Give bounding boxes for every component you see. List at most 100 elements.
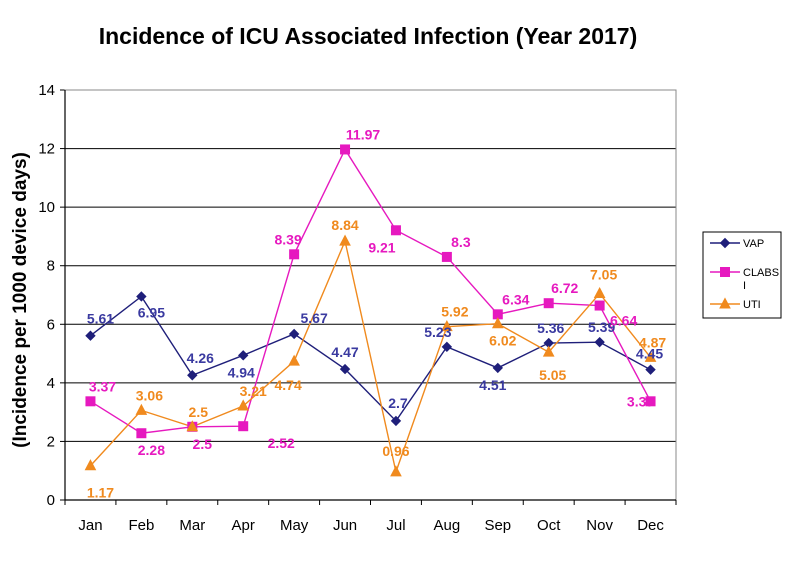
uti-point bbox=[390, 465, 402, 477]
vap-point bbox=[339, 363, 351, 375]
vap-data-label: 5.36 bbox=[537, 320, 564, 336]
y-tick-labels: 0 2 4 6 8 10 12 14 bbox=[38, 82, 55, 509]
vap-point bbox=[390, 415, 402, 427]
uti-data-label: 7.05 bbox=[590, 267, 617, 283]
vap-data-label: 5.39 bbox=[588, 319, 615, 335]
vap-point bbox=[441, 341, 453, 353]
clabsi-point bbox=[390, 225, 401, 236]
uti-data-label: 4.87 bbox=[639, 334, 666, 350]
uti-data-label: 0.96 bbox=[382, 443, 409, 459]
clabsi-point bbox=[594, 300, 605, 311]
vap-data-label: 4.45 bbox=[636, 346, 663, 362]
x-tick-label: Mar bbox=[179, 517, 205, 534]
uti-data-label: 5.05 bbox=[539, 367, 566, 383]
legend-label-uti: UTI bbox=[743, 299, 761, 311]
clabsi-data-label: 3.37 bbox=[89, 378, 116, 394]
y-axis-label: (Incidence per 1000 device days) bbox=[10, 152, 31, 448]
x-tick-label: Jan bbox=[78, 517, 102, 534]
clabsi-point bbox=[85, 396, 96, 407]
x-tick-label: Jul bbox=[386, 517, 405, 534]
vap-data-label: 4.51 bbox=[479, 377, 506, 393]
clabsi-point bbox=[543, 298, 554, 309]
clabsi-point bbox=[136, 428, 147, 439]
uti-data-label: 2.5 bbox=[189, 404, 209, 420]
data-labels: 5.61 6.95 4.26 4.94 5.67 4.47 2.7 5.23 4.51 5.36 5… bbox=[87, 126, 667, 500]
legend-marker-clabsi bbox=[720, 267, 730, 277]
plot-area-border bbox=[64, 89, 677, 501]
clabsi-data-label: 6.34 bbox=[502, 291, 529, 307]
axes bbox=[60, 89, 677, 505]
y-tick-label: 8 bbox=[47, 258, 55, 275]
x-tick-label: Nov bbox=[586, 517, 613, 534]
vap-point bbox=[85, 330, 96, 341]
clabsi-data-label: 9.21 bbox=[368, 239, 395, 255]
vap-point bbox=[645, 364, 656, 375]
clabsi-data-label: 11.97 bbox=[346, 126, 380, 142]
legend-marker-vap bbox=[719, 237, 731, 249]
uti-point bbox=[186, 420, 199, 432]
uti-data-label: 1.17 bbox=[87, 485, 114, 501]
clabsi-data-label: 3.37 bbox=[627, 393, 654, 409]
x-tick-labels: Jan Feb Mar Apr May Jun Jul Aug Sep Oct Nov Dec bbox=[78, 517, 664, 534]
x-tick-label: Dec bbox=[637, 517, 664, 534]
uti-point bbox=[84, 459, 97, 471]
uti-point bbox=[491, 317, 504, 329]
chart-title: Incidence of ICU Associated Infection (Y… bbox=[99, 23, 638, 49]
vap-data-label: 5.61 bbox=[87, 311, 114, 327]
series-markers bbox=[84, 144, 657, 477]
uti-data-label: 6.02 bbox=[489, 333, 516, 349]
legend-label-clabsi: I bbox=[743, 280, 746, 292]
vap-point bbox=[492, 362, 503, 374]
y-tick-label: 10 bbox=[38, 199, 55, 216]
series-lines bbox=[89, 148, 652, 475]
clabsi-point bbox=[238, 421, 249, 432]
clabsi-data-label: 6.64 bbox=[610, 313, 637, 329]
x-tick-label: Feb bbox=[128, 517, 154, 534]
clabsi-data-label: 2.5 bbox=[193, 436, 213, 452]
uti-point bbox=[593, 286, 606, 299]
uti-point bbox=[339, 234, 351, 246]
vap-point bbox=[187, 370, 198, 381]
clabsi-point bbox=[441, 251, 452, 262]
uti-data-label: 8.84 bbox=[331, 217, 358, 233]
y-tick-label: 12 bbox=[38, 141, 55, 158]
vap-point bbox=[238, 350, 249, 361]
clabsi-data-label: 6.72 bbox=[551, 280, 578, 296]
y-tick-label: 6 bbox=[47, 316, 55, 333]
vap-data-label: 4.26 bbox=[187, 350, 214, 366]
uti-point bbox=[135, 403, 148, 415]
clabsi-point bbox=[645, 396, 656, 407]
uti-point bbox=[644, 350, 657, 362]
vap-point bbox=[594, 336, 605, 348]
y-tick-label: 0 bbox=[47, 492, 55, 509]
x-tick-label: Oct bbox=[537, 517, 561, 534]
uti-point bbox=[441, 320, 453, 332]
y-tick-label: 14 bbox=[38, 82, 55, 99]
clabsi-data-label: 8.3 bbox=[451, 234, 471, 250]
vap-point bbox=[288, 328, 300, 340]
uti-data-label: 5.92 bbox=[441, 304, 468, 320]
x-tick-label: Jun bbox=[333, 517, 357, 534]
y-tick-label: 4 bbox=[47, 375, 55, 392]
x-tick-label: Aug bbox=[434, 517, 461, 534]
vap-data-label: 2.7 bbox=[388, 395, 408, 411]
uti-data-label: 4.74 bbox=[275, 377, 302, 393]
series-line-clabsi bbox=[90, 148, 652, 434]
vap-point bbox=[136, 291, 147, 302]
vap-data-label: 5.67 bbox=[301, 310, 328, 326]
uti-data-label: 3.21 bbox=[240, 383, 267, 399]
clabsi-point bbox=[340, 144, 351, 155]
clabsi-data-label: 2.28 bbox=[138, 442, 165, 458]
legend-label-vap: VAP bbox=[743, 238, 764, 250]
uti-point bbox=[237, 399, 250, 411]
vap-data-label: 4.47 bbox=[331, 344, 358, 360]
clabsi-data-label: 8.39 bbox=[275, 231, 302, 247]
vap-data-label: 5.23 bbox=[424, 324, 451, 340]
clabsi-data-label: 2.52 bbox=[268, 435, 295, 451]
clabsi-point bbox=[289, 249, 300, 260]
vap-data-label: 4.94 bbox=[228, 364, 255, 380]
uti-data-label: 3.06 bbox=[136, 387, 163, 403]
x-tick-label: Apr bbox=[232, 517, 255, 534]
